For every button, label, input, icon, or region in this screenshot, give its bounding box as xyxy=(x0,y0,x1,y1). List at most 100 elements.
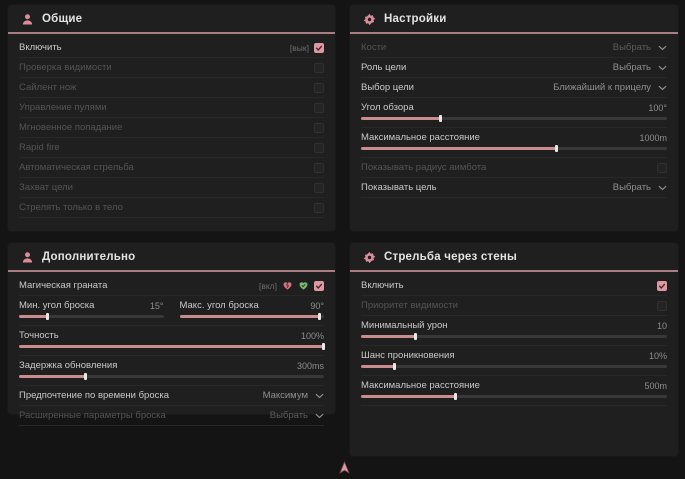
slider: Максимальное расстояние 1000m xyxy=(361,131,667,152)
dropdown[interactable]: Выбрать xyxy=(270,410,324,421)
dropdown-row: Показывать цель Выбрать xyxy=(361,178,667,198)
slider-label: Задержка обновления xyxy=(19,360,118,371)
slider-value: 90° xyxy=(310,300,324,311)
dropdown-row: Роль цели Выбрать xyxy=(361,58,667,78)
dropdown-value: Максимум xyxy=(262,390,308,401)
slider-handle[interactable] xyxy=(84,373,88,380)
slider-fill xyxy=(19,315,48,318)
chevron-down-icon xyxy=(315,413,324,419)
row-label: Показывать радиус аимбота xyxy=(361,162,487,173)
slider-track[interactable] xyxy=(361,333,667,340)
checkbox[interactable] xyxy=(314,102,324,113)
panel-wallbang: Стрельба через стены Включить Приоритет в… xyxy=(350,243,678,456)
checkbox[interactable] xyxy=(314,82,324,93)
slider-row: Задержка обновления 300ms xyxy=(19,356,324,386)
checkbox[interactable] xyxy=(314,280,324,291)
checkbox[interactable] xyxy=(314,142,324,153)
dropdown-value: Выбрать xyxy=(269,410,308,421)
slider-label: Максимальное расстояние xyxy=(361,132,480,143)
panel-header: Общие xyxy=(8,5,335,32)
checkbox[interactable] xyxy=(657,280,667,291)
row-label: Сайлент нож xyxy=(19,82,77,93)
gear-icon xyxy=(363,251,376,264)
slider-label: Максимальное расстояние xyxy=(361,380,480,391)
slider-handle[interactable] xyxy=(414,333,418,340)
slider-value: 10% xyxy=(648,350,667,361)
heart-broken-icon[interactable] xyxy=(282,280,293,291)
slider-row: Шанс проникновения 10% xyxy=(361,346,667,376)
panel-title: Стрельба через стены xyxy=(384,251,518,263)
checkbox[interactable] xyxy=(314,202,324,213)
slider-label: Угол обзора xyxy=(361,102,414,113)
slider-value: 1000m xyxy=(639,132,667,143)
row-label: Предпочтение по времени броска xyxy=(19,390,169,401)
toggle-row: Показывать радиус аимбота xyxy=(361,158,667,178)
checkbox[interactable] xyxy=(657,300,667,311)
row-label: Кости xyxy=(361,42,387,53)
cursor-icon xyxy=(339,460,350,474)
checkbox[interactable] xyxy=(314,162,324,173)
slider-value: 15° xyxy=(149,300,164,311)
panel-title: Настройки xyxy=(384,13,447,25)
dropdown-row: Выбор цели Ближайший к прицелу xyxy=(361,78,667,98)
slider-track[interactable] xyxy=(361,145,667,152)
dropdown-row: Расширенные параметры броска Выбрать xyxy=(19,406,324,426)
slider-track[interactable] xyxy=(19,373,324,380)
slider-track[interactable] xyxy=(19,343,325,350)
slider-handle[interactable] xyxy=(317,313,321,320)
heart-check-icon[interactable] xyxy=(298,280,309,291)
checkbox[interactable] xyxy=(314,62,324,73)
row-label: Стрелять только в тело xyxy=(19,202,123,213)
toggle-row: Мгновенное попадание xyxy=(19,118,324,138)
checkbox[interactable] xyxy=(657,162,667,173)
dropdown[interactable]: Максимум xyxy=(263,390,324,401)
checkbox[interactable] xyxy=(314,122,324,133)
slider-track[interactable] xyxy=(361,393,667,400)
slider-pair-row: Мин. угол броска 15° Макс. угол броска 90° xyxy=(19,296,324,326)
slider-row: Угол обзора 100° xyxy=(361,98,667,128)
slider-track[interactable] xyxy=(179,313,324,320)
dropdown-row: Предпочтение по времени броска Максимум xyxy=(19,386,324,406)
slider: Угол обзора 100° xyxy=(361,101,667,122)
slider-handle[interactable] xyxy=(438,115,442,122)
toggle-row: Стрелять только в тело xyxy=(19,198,324,218)
slider-label: Макс. угол броска xyxy=(179,300,259,311)
slider-value: 100° xyxy=(648,102,667,113)
slider-track[interactable] xyxy=(361,363,667,370)
dropdown[interactable]: Выбрать xyxy=(613,62,667,73)
person-icon xyxy=(21,251,34,264)
slider-track[interactable] xyxy=(19,313,164,320)
toggle-row: Сайлент нож xyxy=(19,78,324,98)
slider-handle[interactable] xyxy=(322,343,325,350)
dropdown[interactable]: Ближайший к прицелу xyxy=(553,82,667,93)
slider-handle[interactable] xyxy=(453,393,457,400)
row-label: Выбор цели xyxy=(361,82,414,93)
header-divider xyxy=(350,32,678,34)
slider-handle[interactable] xyxy=(554,145,558,152)
slider-fill xyxy=(361,395,456,398)
slider-handle[interactable] xyxy=(392,363,396,370)
slider: Мин. угол броска 15° xyxy=(19,299,164,320)
panel-header: Дополнительно xyxy=(8,243,335,270)
panel-general: Общие Включить [вык] Проверка видимости Сай… xyxy=(8,5,335,231)
slider-fill xyxy=(361,335,417,338)
dropdown[interactable]: Выбрать xyxy=(613,42,667,53)
slider-label: Минимальный урон xyxy=(361,320,448,331)
row-label: Управление пулями xyxy=(19,102,107,113)
slider-label: Шанс проникновения xyxy=(361,350,455,361)
toggle-row: Включить [вык] xyxy=(19,38,324,58)
slider-track[interactable] xyxy=(361,115,667,122)
slider-value: 300ms xyxy=(296,360,324,371)
slider-label: Точность xyxy=(19,330,59,341)
slider-fill xyxy=(179,315,320,318)
slider: Минимальный урон 10 xyxy=(361,319,667,340)
panel-title: Дополнительно xyxy=(42,251,136,263)
panel-header: Настройки xyxy=(350,5,678,32)
slider: Макс. угол броска 90° xyxy=(179,299,324,320)
slider-handle[interactable] xyxy=(45,313,49,320)
checkbox[interactable] xyxy=(314,42,324,53)
chevron-down-icon xyxy=(658,65,667,71)
checkbox[interactable] xyxy=(314,182,324,193)
slider-label: Мин. угол броска xyxy=(19,300,95,311)
dropdown[interactable]: Выбрать xyxy=(613,182,667,193)
